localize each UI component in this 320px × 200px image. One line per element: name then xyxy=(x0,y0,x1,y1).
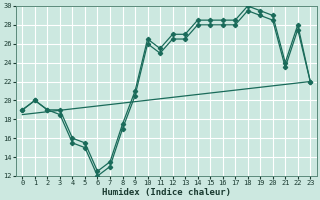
X-axis label: Humidex (Indice chaleur): Humidex (Indice chaleur) xyxy=(102,188,231,197)
